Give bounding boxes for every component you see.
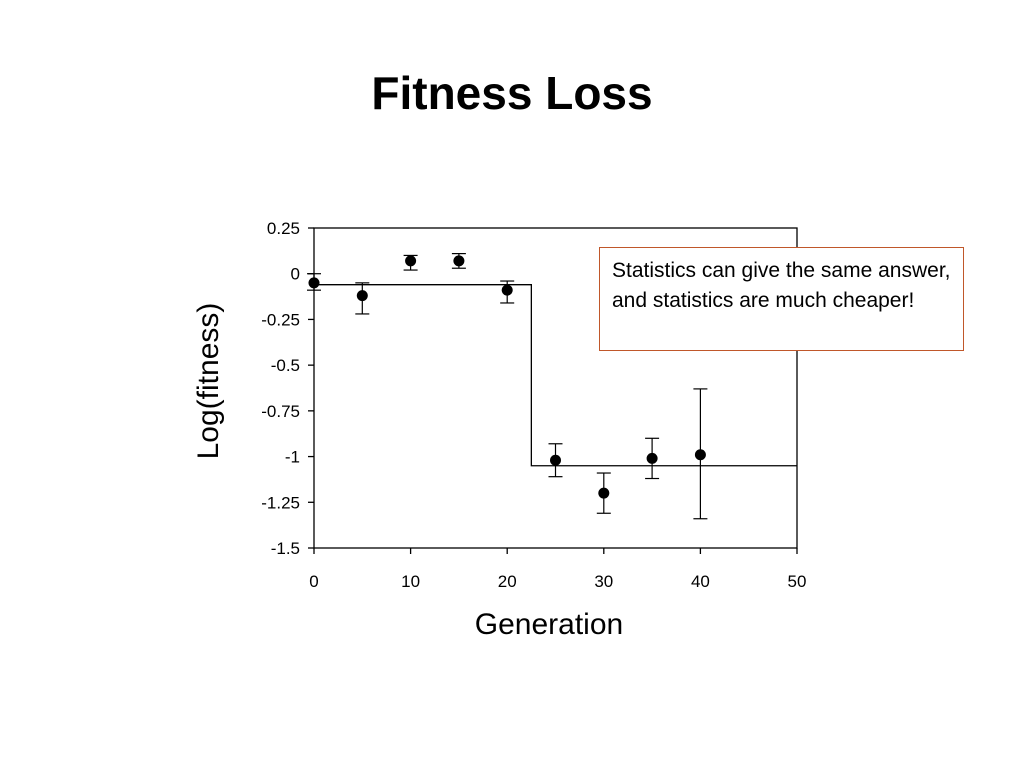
y-tick-label: -1: [285, 448, 300, 467]
x-axis-label: Generation: [475, 608, 623, 641]
x-tick-label: 20: [498, 572, 517, 591]
x-tick-label: 0: [309, 572, 318, 591]
x-tick-label: 10: [401, 572, 420, 591]
data-point: [453, 255, 465, 267]
y-tick-label: -0.25: [261, 310, 300, 329]
data-point: [405, 255, 417, 267]
y-tick-label: -0.75: [261, 402, 300, 421]
y-tick-label: 0: [291, 265, 300, 284]
slide-title: Fitness Loss: [371, 67, 653, 119]
data-point: [646, 452, 658, 464]
step-fit-line: [314, 284, 797, 467]
y-tick-label: -0.5: [271, 356, 300, 375]
y-tick-label: 0.25: [267, 219, 300, 238]
callout-text: Statistics can give the same answer, and…: [612, 259, 951, 312]
x-tick-label: 50: [788, 572, 807, 591]
y-axis-label: Log(fitness): [192, 303, 225, 460]
data-point: [550, 454, 561, 466]
x-tick-label: 30: [594, 572, 613, 591]
callout-box: Statistics can give the same answer, and…: [599, 247, 964, 351]
x-tick-label: 40: [691, 572, 710, 591]
data-point: [308, 277, 320, 289]
plot-area-frame: [313, 227, 798, 549]
y-tick-label: -1.25: [261, 493, 300, 512]
data-point: [694, 449, 706, 461]
data-point: [356, 290, 368, 302]
y-tick-label: -1.5: [271, 539, 300, 558]
data-point: [598, 487, 610, 499]
data-point: [501, 284, 513, 296]
